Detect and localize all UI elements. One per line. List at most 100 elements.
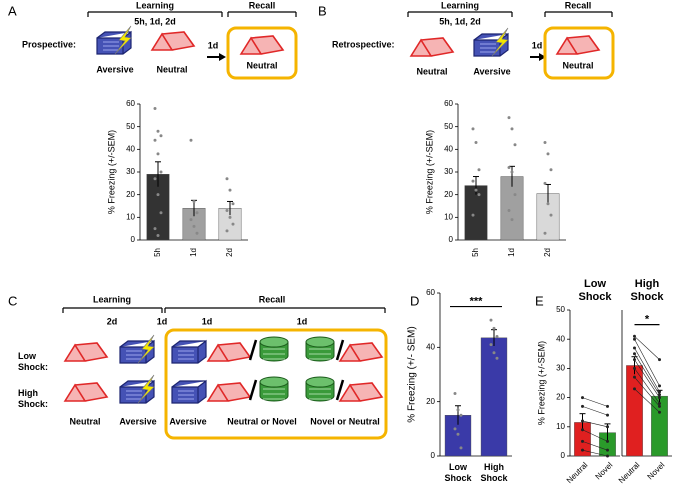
bolt [137, 334, 155, 364]
label: Prospective: [22, 39, 76, 49]
data-point [633, 334, 636, 338]
y-tick-label: 20 [126, 190, 135, 199]
label: 2d [107, 316, 118, 326]
red-context [150, 31, 196, 51]
data-point [581, 419, 584, 423]
significance-label: * [645, 314, 650, 326]
data-point [513, 193, 517, 197]
y-axis-label: % Freezing (+/-SEM) [536, 341, 546, 425]
x-tick-label: 2d [543, 248, 552, 257]
data-point [459, 446, 463, 450]
data-point [581, 439, 584, 443]
data-point [231, 222, 235, 226]
data-point [231, 202, 235, 206]
y-tick-label: 50 [556, 305, 565, 314]
data-point [606, 425, 609, 429]
stripes [263, 348, 285, 360]
data-point [581, 428, 584, 432]
data-point [195, 211, 199, 215]
stripes [309, 388, 331, 400]
data-point [633, 387, 636, 391]
data-point [495, 356, 499, 360]
pair-line [634, 339, 660, 387]
grid [126, 390, 142, 400]
y-tick-label: 0 [449, 235, 454, 244]
y-tick-label: 0 [131, 235, 136, 244]
panel-letter: D [410, 293, 419, 308]
data-point [510, 170, 514, 174]
shock-context [473, 27, 509, 57]
red-context [63, 342, 109, 362]
data-point [156, 193, 160, 197]
box [171, 379, 207, 404]
line [248, 379, 258, 401]
pair-line [582, 449, 608, 457]
data-point [549, 213, 553, 217]
red-context [338, 382, 384, 402]
data-point [633, 366, 636, 370]
green-context [259, 376, 289, 402]
data-point [510, 218, 514, 222]
bar [480, 337, 508, 457]
data-point [156, 152, 160, 156]
data-point [195, 231, 199, 235]
panel-letter: B [318, 3, 327, 18]
cylinder-top [305, 376, 335, 388]
data-point [159, 134, 163, 138]
data-point [453, 427, 457, 431]
y-tick-label: 40 [556, 334, 565, 343]
data-point [507, 209, 511, 213]
shock-context [96, 25, 132, 55]
prism [150, 31, 196, 51]
pair-line [582, 441, 608, 451]
data-point [495, 334, 499, 338]
prism [63, 382, 109, 402]
data-point [549, 168, 553, 172]
data-point [192, 224, 196, 228]
label: Aversive [169, 416, 206, 426]
shock-context [119, 374, 155, 404]
label: 1d [208, 40, 219, 50]
x-tick-label: High Shock [480, 462, 508, 483]
grid [480, 43, 496, 53]
pair-line [582, 429, 608, 442]
data-point [228, 215, 232, 219]
y-tick-label: 20 [556, 393, 565, 402]
label: Aversive [119, 416, 156, 426]
recall-box [226, 26, 298, 80]
green-context [305, 336, 335, 362]
cylinder-top [259, 336, 289, 348]
data-point [456, 408, 460, 412]
pair-line [634, 347, 660, 392]
data-point [228, 188, 232, 192]
data-point [510, 127, 514, 131]
pair-line [634, 376, 660, 407]
data-point [153, 177, 157, 181]
y-tick-label: 10 [556, 422, 565, 431]
label: Neutral or Novel [227, 416, 297, 426]
data-point [459, 413, 463, 417]
diagrams [62, 11, 615, 440]
data-point [471, 127, 475, 131]
label: Retrospective: [332, 39, 395, 49]
label: Low Shock: [18, 351, 48, 372]
data-point [633, 337, 636, 341]
data-point [489, 318, 493, 322]
x-tick-label: Novel [646, 460, 667, 481]
y-tick-label: 10 [126, 212, 135, 221]
data-point [477, 168, 481, 172]
pair-line [634, 353, 660, 395]
y-tick-label: 10 [444, 212, 453, 221]
y-tick-label: 40 [426, 342, 435, 351]
y-tick-label: 60 [444, 99, 453, 108]
data-point [543, 231, 547, 235]
x-tick-label: Novel [594, 460, 615, 481]
data-point [606, 454, 609, 458]
label: Aversive [473, 66, 510, 76]
label: Neutral [69, 416, 100, 426]
data-point [581, 448, 584, 452]
line [335, 379, 345, 401]
label: Recall [249, 0, 276, 10]
x-tick-label: 5h [153, 248, 162, 257]
line [248, 339, 258, 361]
